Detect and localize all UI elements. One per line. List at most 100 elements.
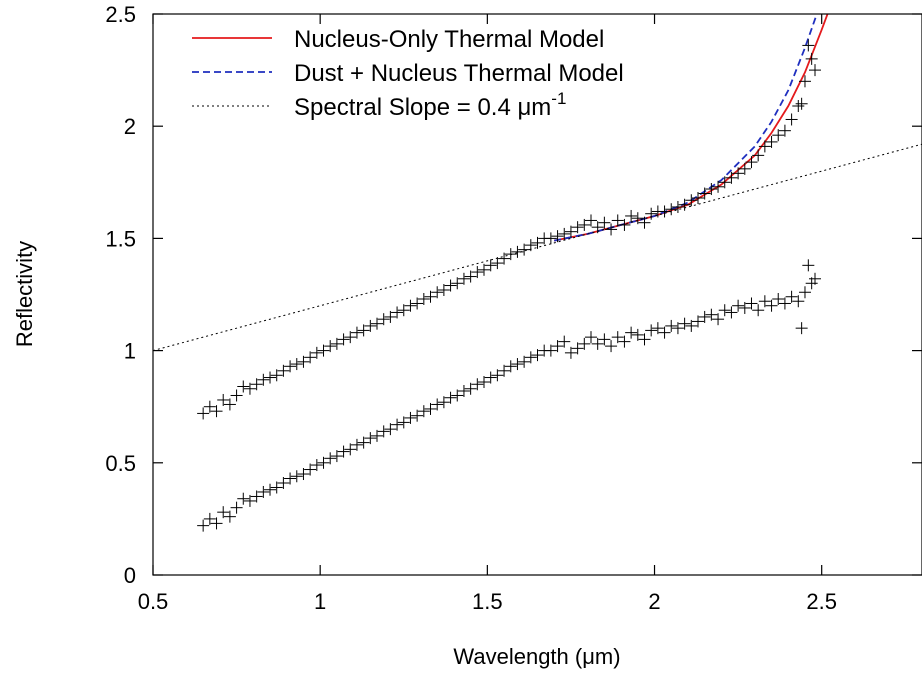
legend: Nucleus-Only Thermal Model Dust + Nucleus…: [192, 26, 624, 121]
data-point: [738, 301, 751, 314]
data-point: [611, 331, 624, 344]
data-point: [658, 205, 671, 218]
data-point: [411, 409, 424, 422]
data-point: [611, 214, 624, 227]
data-point: [364, 319, 377, 332]
data-point: [511, 245, 524, 258]
data-point: [464, 270, 477, 283]
data-point: [223, 510, 236, 523]
legend-superscript: -1: [551, 89, 566, 108]
series-line-dashed: [554, 14, 818, 242]
data-point: [257, 373, 270, 386]
data-point: [397, 416, 410, 429]
data-point: [738, 162, 751, 175]
data-point: [444, 391, 457, 404]
data-point: [658, 326, 671, 339]
data-point: [778, 124, 791, 137]
data-point: [564, 225, 577, 238]
data-point: [317, 344, 330, 357]
data-point: [478, 376, 491, 389]
data-point: [638, 333, 651, 346]
data-point: [277, 364, 290, 377]
data-point: [598, 216, 611, 229]
chart-marks: [153, 14, 922, 532]
x-tick-label: 1: [314, 589, 326, 614]
data-point: [544, 344, 557, 357]
data-point: [809, 272, 822, 285]
data-point: [795, 97, 808, 110]
data-point: [344, 443, 357, 456]
data-point: [785, 113, 798, 126]
data-point: [745, 156, 758, 169]
data-point: [665, 203, 678, 216]
data-point: [758, 140, 771, 153]
data-point: [618, 335, 631, 348]
data-point: [391, 418, 404, 431]
data-point: [284, 472, 297, 485]
data-point: [809, 64, 822, 77]
data-point: [478, 263, 491, 276]
data-point: [484, 371, 497, 384]
data-point: [752, 149, 765, 162]
legend-label-text: Dust + Nucleus Thermal Model: [294, 60, 624, 87]
data-point: [337, 333, 350, 346]
data-point: [330, 450, 343, 463]
data-point: [431, 398, 444, 411]
data-point: [391, 306, 404, 319]
x-axis-label: Wavelength (μm): [453, 644, 620, 669]
data-point: [324, 340, 337, 353]
y-tick-label: 1: [124, 339, 136, 364]
data-point: [371, 317, 384, 330]
data-point: [264, 483, 277, 496]
data-point: [591, 221, 604, 234]
data-point: [350, 326, 363, 339]
data-point: [685, 319, 698, 332]
data-point: [304, 463, 317, 476]
data-point: [397, 304, 410, 317]
data-point: [324, 452, 337, 465]
data-point: [618, 218, 631, 231]
data-point: [631, 212, 644, 225]
data-point: [805, 52, 818, 65]
data-point: [417, 292, 430, 305]
x-tick-label: 1.5: [472, 589, 503, 614]
data-point: [223, 398, 236, 411]
data-point: [671, 200, 684, 213]
data-point: [491, 369, 504, 382]
data-point: [384, 310, 397, 323]
data-point: [725, 306, 738, 319]
data-point: [297, 355, 310, 368]
data-point: [203, 400, 216, 413]
legend-label-text: Nucleus-Only Thermal Model: [294, 26, 604, 53]
data-point: [705, 308, 718, 321]
data-point: [571, 221, 584, 234]
y-tick-label: 2: [124, 114, 136, 139]
data-point: [451, 389, 464, 402]
data-point: [384, 423, 397, 436]
data-point: [558, 227, 571, 240]
data-point: [290, 470, 303, 483]
data-point: [678, 317, 691, 330]
data-point: [357, 324, 370, 337]
data-point: [457, 384, 470, 397]
data-point: [691, 192, 704, 205]
data-point: [772, 292, 785, 305]
data-point: [243, 382, 256, 395]
legend-label: Nucleus-Only Thermal Model: [294, 26, 604, 53]
data-point: [605, 340, 618, 353]
data-point: [524, 239, 537, 252]
data-point: [310, 346, 323, 359]
data-point: [625, 326, 638, 339]
data-point: [270, 481, 283, 494]
data-point: [524, 351, 537, 364]
data-point: [671, 322, 684, 335]
data-point: [437, 396, 450, 409]
data-point: [504, 248, 517, 261]
data-point: [531, 349, 544, 362]
data-point: [237, 380, 250, 393]
data-point: [795, 322, 808, 335]
data-point: [444, 279, 457, 292]
data-point: [364, 432, 377, 445]
data-point: [584, 214, 597, 227]
